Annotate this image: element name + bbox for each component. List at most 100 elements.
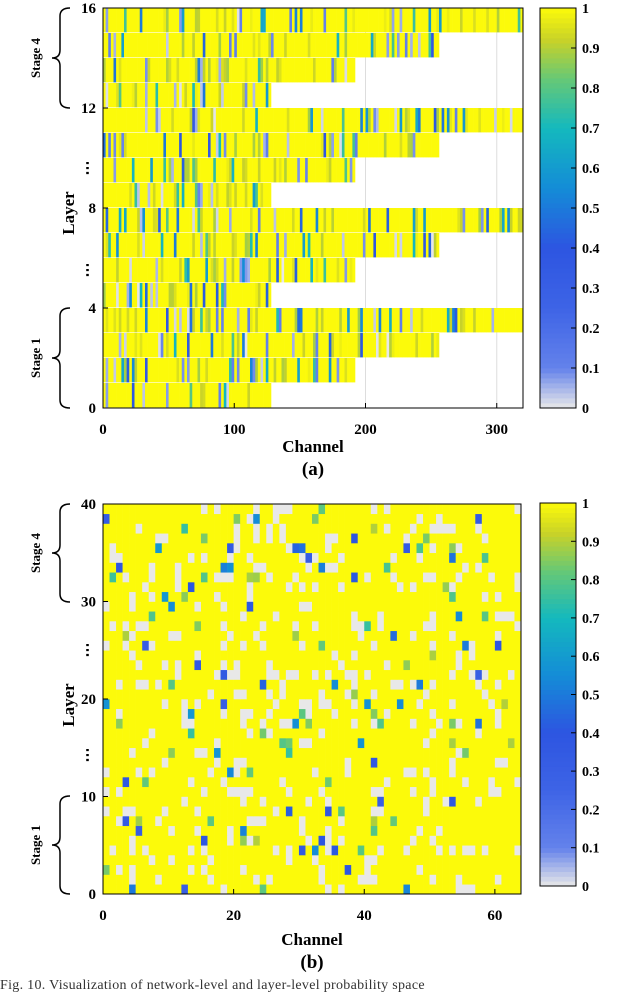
heatmap-cell — [205, 383, 209, 408]
heatmap-cell — [116, 33, 120, 58]
heatmap-cell — [226, 358, 230, 383]
heatmap-cell — [126, 183, 130, 208]
heatmap-cell — [494, 689, 502, 700]
heatmap-cell — [297, 58, 301, 83]
heatmap-cell — [386, 33, 390, 58]
heatmap-cell — [455, 630, 463, 641]
heatmap-cell — [318, 158, 322, 183]
heatmap-cell — [122, 689, 130, 700]
heatmap-cell — [210, 233, 214, 258]
heatmap-cell — [357, 767, 365, 778]
heatmap-row — [103, 864, 522, 875]
heatmap-cell — [455, 786, 463, 797]
heatmap-row — [103, 679, 522, 690]
heatmap-cell — [233, 611, 241, 622]
heatmap-cell — [351, 669, 359, 680]
heatmap-cell — [412, 333, 416, 358]
heatmap-cell — [494, 757, 502, 768]
heatmap-cell — [481, 689, 489, 700]
heatmap-cell — [481, 208, 484, 233]
heatmap-cell — [499, 208, 503, 233]
heatmap-cell — [129, 543, 136, 554]
heatmap-cell — [462, 864, 470, 875]
heatmap-cell — [344, 689, 352, 700]
heatmap-cell — [488, 708, 496, 719]
heatmap-cell — [171, 58, 175, 83]
heatmap-cell — [331, 333, 335, 358]
heatmap-cell — [181, 108, 185, 133]
heatmap-cell — [135, 611, 143, 622]
heatmap-cell — [210, 258, 214, 283]
heatmap-cell — [150, 233, 154, 258]
heatmap-cell — [103, 718, 110, 729]
heatmap-cell — [260, 233, 264, 258]
heatmap-cell — [259, 621, 267, 632]
heatmap-cell — [494, 552, 502, 563]
heatmap-cell — [328, 33, 332, 58]
heatmap-cell — [376, 108, 379, 133]
heatmap-cell — [234, 133, 238, 158]
heatmap-cell — [137, 108, 141, 133]
heatmap-cell — [494, 562, 502, 573]
heatmap-cell — [200, 591, 208, 602]
heatmap-cell — [292, 108, 295, 133]
heatmap-cell — [145, 333, 148, 358]
heatmap-cell — [220, 747, 228, 758]
heatmap-cell — [142, 582, 150, 593]
heatmap-cell — [386, 233, 390, 258]
heatmap-cell — [122, 533, 130, 544]
heatmap-cell — [442, 523, 450, 534]
heatmap-cell — [202, 108, 206, 133]
colorbar-tick-label: 0.1 — [582, 842, 600, 857]
heatmap-cell — [168, 747, 176, 758]
heatmap-cell — [272, 738, 280, 749]
heatmap-cell — [103, 845, 110, 856]
heatmap-cell — [160, 283, 164, 308]
heatmap-cell — [266, 855, 274, 866]
heatmap-cell — [357, 679, 365, 690]
heatmap-cell — [468, 738, 476, 749]
heatmap-cell — [297, 333, 301, 358]
heatmap-cell — [105, 83, 109, 108]
heatmap-cell — [142, 777, 150, 788]
heatmap-cell — [116, 308, 120, 333]
heatmap-cell — [266, 825, 274, 836]
heatmap-cell — [229, 158, 232, 183]
heatmap-cell — [260, 258, 264, 283]
heatmap-cell — [312, 845, 319, 856]
heatmap-cell — [409, 738, 417, 749]
colorbar-swatch — [540, 313, 576, 319]
heatmap-cell — [260, 208, 264, 233]
heatmap-cell — [279, 669, 287, 680]
heatmap-a — [103, 8, 524, 408]
heatmap-cell — [139, 383, 143, 408]
heatmap-cell — [234, 158, 238, 183]
heatmap-cell — [416, 582, 424, 593]
heatmap-cell — [323, 58, 327, 83]
heatmap-cell — [370, 884, 378, 895]
heatmap-cell — [415, 33, 419, 58]
heatmap-cell — [194, 383, 198, 408]
heatmap-cell — [299, 258, 303, 283]
heatmap-cell — [214, 767, 221, 778]
heatmap-cell — [390, 611, 398, 622]
heatmap-cell — [179, 158, 183, 183]
heatmap-cell — [142, 786, 150, 797]
heatmap-cell — [265, 383, 269, 408]
heatmap-cell — [161, 582, 169, 593]
heatmap-cell — [289, 58, 293, 83]
heatmap-cell — [494, 504, 502, 515]
heatmap-cell — [253, 777, 261, 788]
heatmap-cell — [266, 582, 274, 593]
heatmap-cell — [383, 562, 391, 573]
heatmap-cell — [189, 233, 193, 258]
heatmap-cell — [116, 108, 120, 133]
heatmap-cell — [383, 601, 391, 612]
heatmap-cell — [244, 108, 248, 133]
heatmap-cell — [488, 621, 496, 632]
heatmap-cell — [389, 308, 393, 333]
heatmap-cell — [390, 572, 398, 583]
heatmap-cell — [257, 208, 261, 233]
heatmap-cell — [184, 208, 188, 233]
heatmap-cell — [129, 864, 136, 875]
